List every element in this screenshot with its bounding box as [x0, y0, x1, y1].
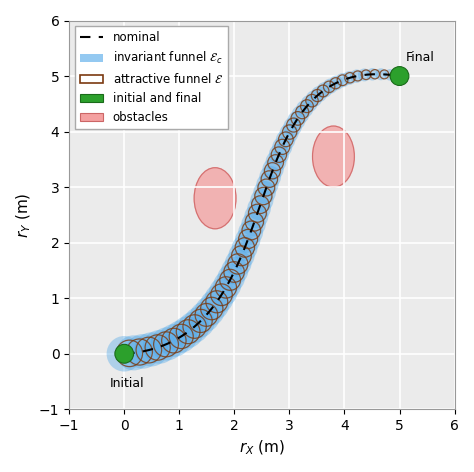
Legend: nominal, invariant funnel $\mathcal{E}_c$, attractive funnel $\mathcal{E}$, init: nominal, invariant funnel $\mathcal{E}_c… [75, 26, 228, 128]
Circle shape [115, 345, 134, 363]
Circle shape [375, 68, 387, 80]
Circle shape [276, 130, 295, 150]
Circle shape [250, 189, 273, 212]
Circle shape [329, 76, 344, 90]
Circle shape [195, 296, 225, 326]
Circle shape [306, 90, 322, 107]
Circle shape [301, 95, 318, 112]
Circle shape [296, 100, 313, 118]
Circle shape [390, 67, 409, 85]
Circle shape [311, 86, 327, 102]
Circle shape [244, 204, 268, 228]
Circle shape [165, 320, 197, 353]
Ellipse shape [194, 168, 236, 229]
Circle shape [184, 307, 215, 338]
Circle shape [343, 71, 356, 85]
Circle shape [172, 316, 203, 348]
Circle shape [126, 334, 160, 369]
Circle shape [213, 271, 241, 299]
Circle shape [336, 73, 350, 87]
Y-axis label: $r_Y$ (m): $r_Y$ (m) [15, 192, 33, 237]
Circle shape [317, 82, 332, 98]
Ellipse shape [312, 126, 355, 187]
Circle shape [259, 166, 281, 188]
Circle shape [217, 264, 245, 292]
Text: Final: Final [406, 51, 435, 64]
Circle shape [350, 69, 363, 83]
Circle shape [151, 327, 183, 361]
Circle shape [241, 212, 266, 236]
Circle shape [384, 69, 396, 81]
Circle shape [200, 290, 229, 320]
Circle shape [178, 312, 209, 343]
Circle shape [269, 144, 289, 165]
Circle shape [238, 219, 263, 245]
Circle shape [366, 68, 379, 81]
Text: Initial: Initial [109, 377, 144, 390]
Circle shape [158, 324, 191, 357]
Circle shape [247, 196, 271, 220]
Circle shape [205, 284, 234, 313]
Circle shape [256, 173, 279, 196]
Circle shape [323, 79, 337, 94]
Circle shape [143, 330, 176, 364]
Circle shape [272, 137, 292, 157]
Circle shape [280, 124, 299, 143]
Circle shape [265, 151, 286, 172]
Circle shape [358, 68, 371, 81]
Circle shape [135, 332, 168, 366]
Circle shape [292, 106, 310, 124]
Circle shape [263, 158, 284, 180]
Circle shape [221, 257, 248, 284]
X-axis label: $r_X$ (m): $r_X$ (m) [239, 438, 285, 457]
Circle shape [117, 335, 151, 371]
Circle shape [107, 336, 142, 371]
Circle shape [228, 242, 255, 269]
Circle shape [190, 302, 220, 332]
Circle shape [253, 181, 276, 204]
Circle shape [287, 111, 306, 130]
Circle shape [235, 228, 260, 253]
Circle shape [209, 278, 237, 306]
Circle shape [232, 235, 257, 261]
Circle shape [394, 70, 405, 82]
Circle shape [225, 250, 252, 277]
Circle shape [283, 118, 302, 136]
